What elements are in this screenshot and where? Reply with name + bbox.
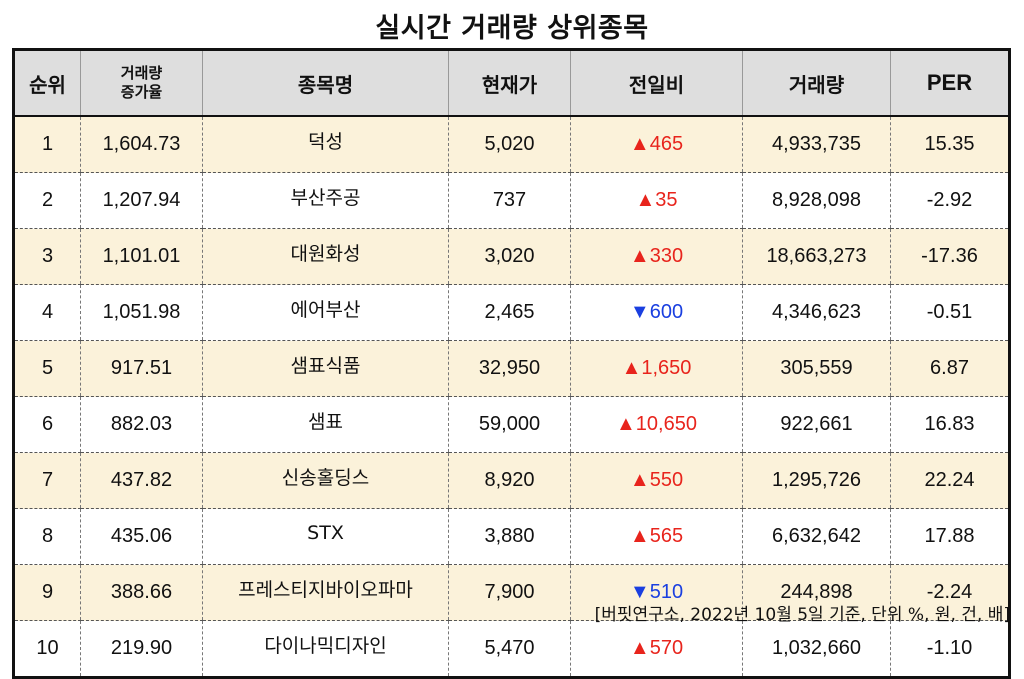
cell-volume-increase: 219.90 [80,620,203,678]
table-row: 9 388.66 프레스티지바이오파마 7,900 ▼510 244,898 -2.24 [13,564,1010,621]
cell-price: 59,000 [448,396,571,453]
cell-per: -2.92 [890,172,1010,229]
page-title: 실시간 거래량 상위종목 [375,13,649,44]
cell-stock-name: STX [202,508,449,565]
cell-change: ▲565 [570,508,743,565]
volume-ranking-table: 순위 거래량 증가율 종목명 현재가 전일비 거래량 PER 1 1,604.73… [12,48,1011,679]
cell-volume-increase: 435.06 [80,508,203,565]
cell-volume-increase: 1,101.01 [80,228,203,285]
cell-volume: 4,933,735 [742,116,891,173]
cell-stock-name: 부산주공 [202,172,449,229]
cell-volume-increase: 917.51 [80,340,203,397]
cell-volume-increase: 1,604.73 [80,116,203,173]
cell-change: ▼600 [570,284,743,341]
header-volume-increase-line2: 증가율 [120,83,163,101]
cell-volume: 8,928,098 [742,172,891,229]
table-row: 8 435.06 STX 3,880 ▲565 6,632,642 17.88 [13,508,1010,565]
cell-rank: 3 [13,228,81,285]
cell-per: -2.24 [890,564,1010,621]
cell-volume: 922,661 [742,396,891,453]
cell-per: 17.88 [890,508,1010,565]
cell-price: 5,020 [448,116,571,173]
cell-stock-name: 에어부산 [202,284,449,341]
cell-per: 6.87 [890,340,1010,397]
header-name: 종목명 [202,49,449,117]
cell-stock-name: 다이나믹디자인 [202,620,449,678]
cell-change: ▲1,650 [570,340,743,397]
cell-volume-increase: 882.03 [80,396,203,453]
cell-per: 15.35 [890,116,1010,173]
cell-stock-name: 신송홀딩스 [202,452,449,509]
cell-change: ▲35 [570,172,743,229]
cell-change: ▲330 [570,228,743,285]
table-row: 10 219.90 다이나믹디자인 5,470 ▲570 1,032,660 -1.10 [14,620,1010,678]
table-row: 1 1,604.73 덕성 5,020 ▲465 4,933,735 15.35 [13,116,1010,173]
cell-stock-name: 샘표식품 [202,340,449,397]
cell-change: ▲10,650 [570,396,743,453]
header-volume-increase: 거래량 증가율 [80,49,203,117]
cell-rank: 9 [13,564,81,621]
cell-rank: 5 [13,340,81,397]
cell-change: ▲550 [570,452,743,509]
cell-price: 3,880 [448,508,571,565]
cell-volume: 6,632,642 [742,508,891,565]
cell-volume: 1,032,660 [742,620,891,678]
table-row: 3 1,101.01 대원화성 3,020 ▲330 18,663,273 -17.36 [13,228,1010,285]
cell-volume: 4,346,623 [742,284,891,341]
table-row: 5 917.51 샘표식품 32,950 ▲1,650 305,559 6.87 [13,340,1010,397]
table-row: 6 882.03 샘표 59,000 ▲10,650 922,661 16.83 [13,396,1010,453]
cell-per: -0.51 [890,284,1010,341]
cell-stock-name: 대원화성 [202,228,449,285]
table-row: 2 1,207.94 부산주공 737 ▲35 8,928,098 -2.92 [13,172,1010,229]
cell-per: -1.10 [890,620,1010,678]
cell-price: 8,920 [448,452,571,509]
header-change: 전일비 [570,49,743,117]
cell-volume-increase: 437.82 [80,452,203,509]
cell-rank: 8 [13,508,81,565]
cell-volume: 1,295,726 [742,452,891,509]
cell-rank: 2 [13,172,81,229]
cell-volume-increase: 1,207.94 [80,172,203,229]
header-per: PER [890,49,1010,117]
cell-per: -17.36 [890,228,1010,285]
cell-price: 32,950 [448,340,571,397]
cell-rank: 7 [13,452,81,509]
cell-stock-name: 덕성 [202,116,449,173]
cell-price: 3,020 [448,228,571,285]
cell-volume-increase: 1,051.98 [80,284,203,341]
cell-price: 5,470 [448,620,571,678]
table-row: 4 1,051.98 에어부산 2,465 ▼600 4,346,623 -0.51 [13,284,1010,341]
cell-per: 16.83 [890,396,1010,453]
table-row: 7 437.82 신송홀딩스 8,920 ▲550 1,295,726 22.24 [13,452,1010,509]
cell-volume: 305,559 [742,340,891,397]
cell-stock-name: 샘표 [202,396,449,453]
header-price: 현재가 [448,49,571,117]
cell-change: ▲465 [570,116,743,173]
header-rank: 순위 [13,49,81,117]
cell-price: 737 [448,172,571,229]
cell-price: 7,900 [448,564,571,621]
cell-price: 2,465 [448,284,571,341]
header-volume: 거래량 [742,49,891,117]
cell-volume-increase: 388.66 [80,564,203,621]
cell-volume: 18,663,273 [742,228,891,285]
cell-volume: 244,898 [742,564,891,621]
table-header-row: 순위 거래량 증가율 종목명 현재가 전일비 거래량 PER [13,49,1010,117]
source-footnote: [버핏연구소, 2022년 10월 5일 기준, 단위 %, 원, 건, 배] [594,605,1010,625]
cell-rank: 10 [36,637,59,659]
cell-rank: 4 [13,284,81,341]
cell-change: ▲570 [570,620,743,678]
cell-rank: 1 [13,116,81,173]
cell-per: 22.24 [890,452,1010,509]
header-volume-increase-line1: 거래량 [120,64,163,82]
cell-rank: 6 [13,396,81,453]
cell-stock-name: 프레스티지바이오파마 [202,564,449,621]
cell-change: ▼510 [570,564,743,621]
